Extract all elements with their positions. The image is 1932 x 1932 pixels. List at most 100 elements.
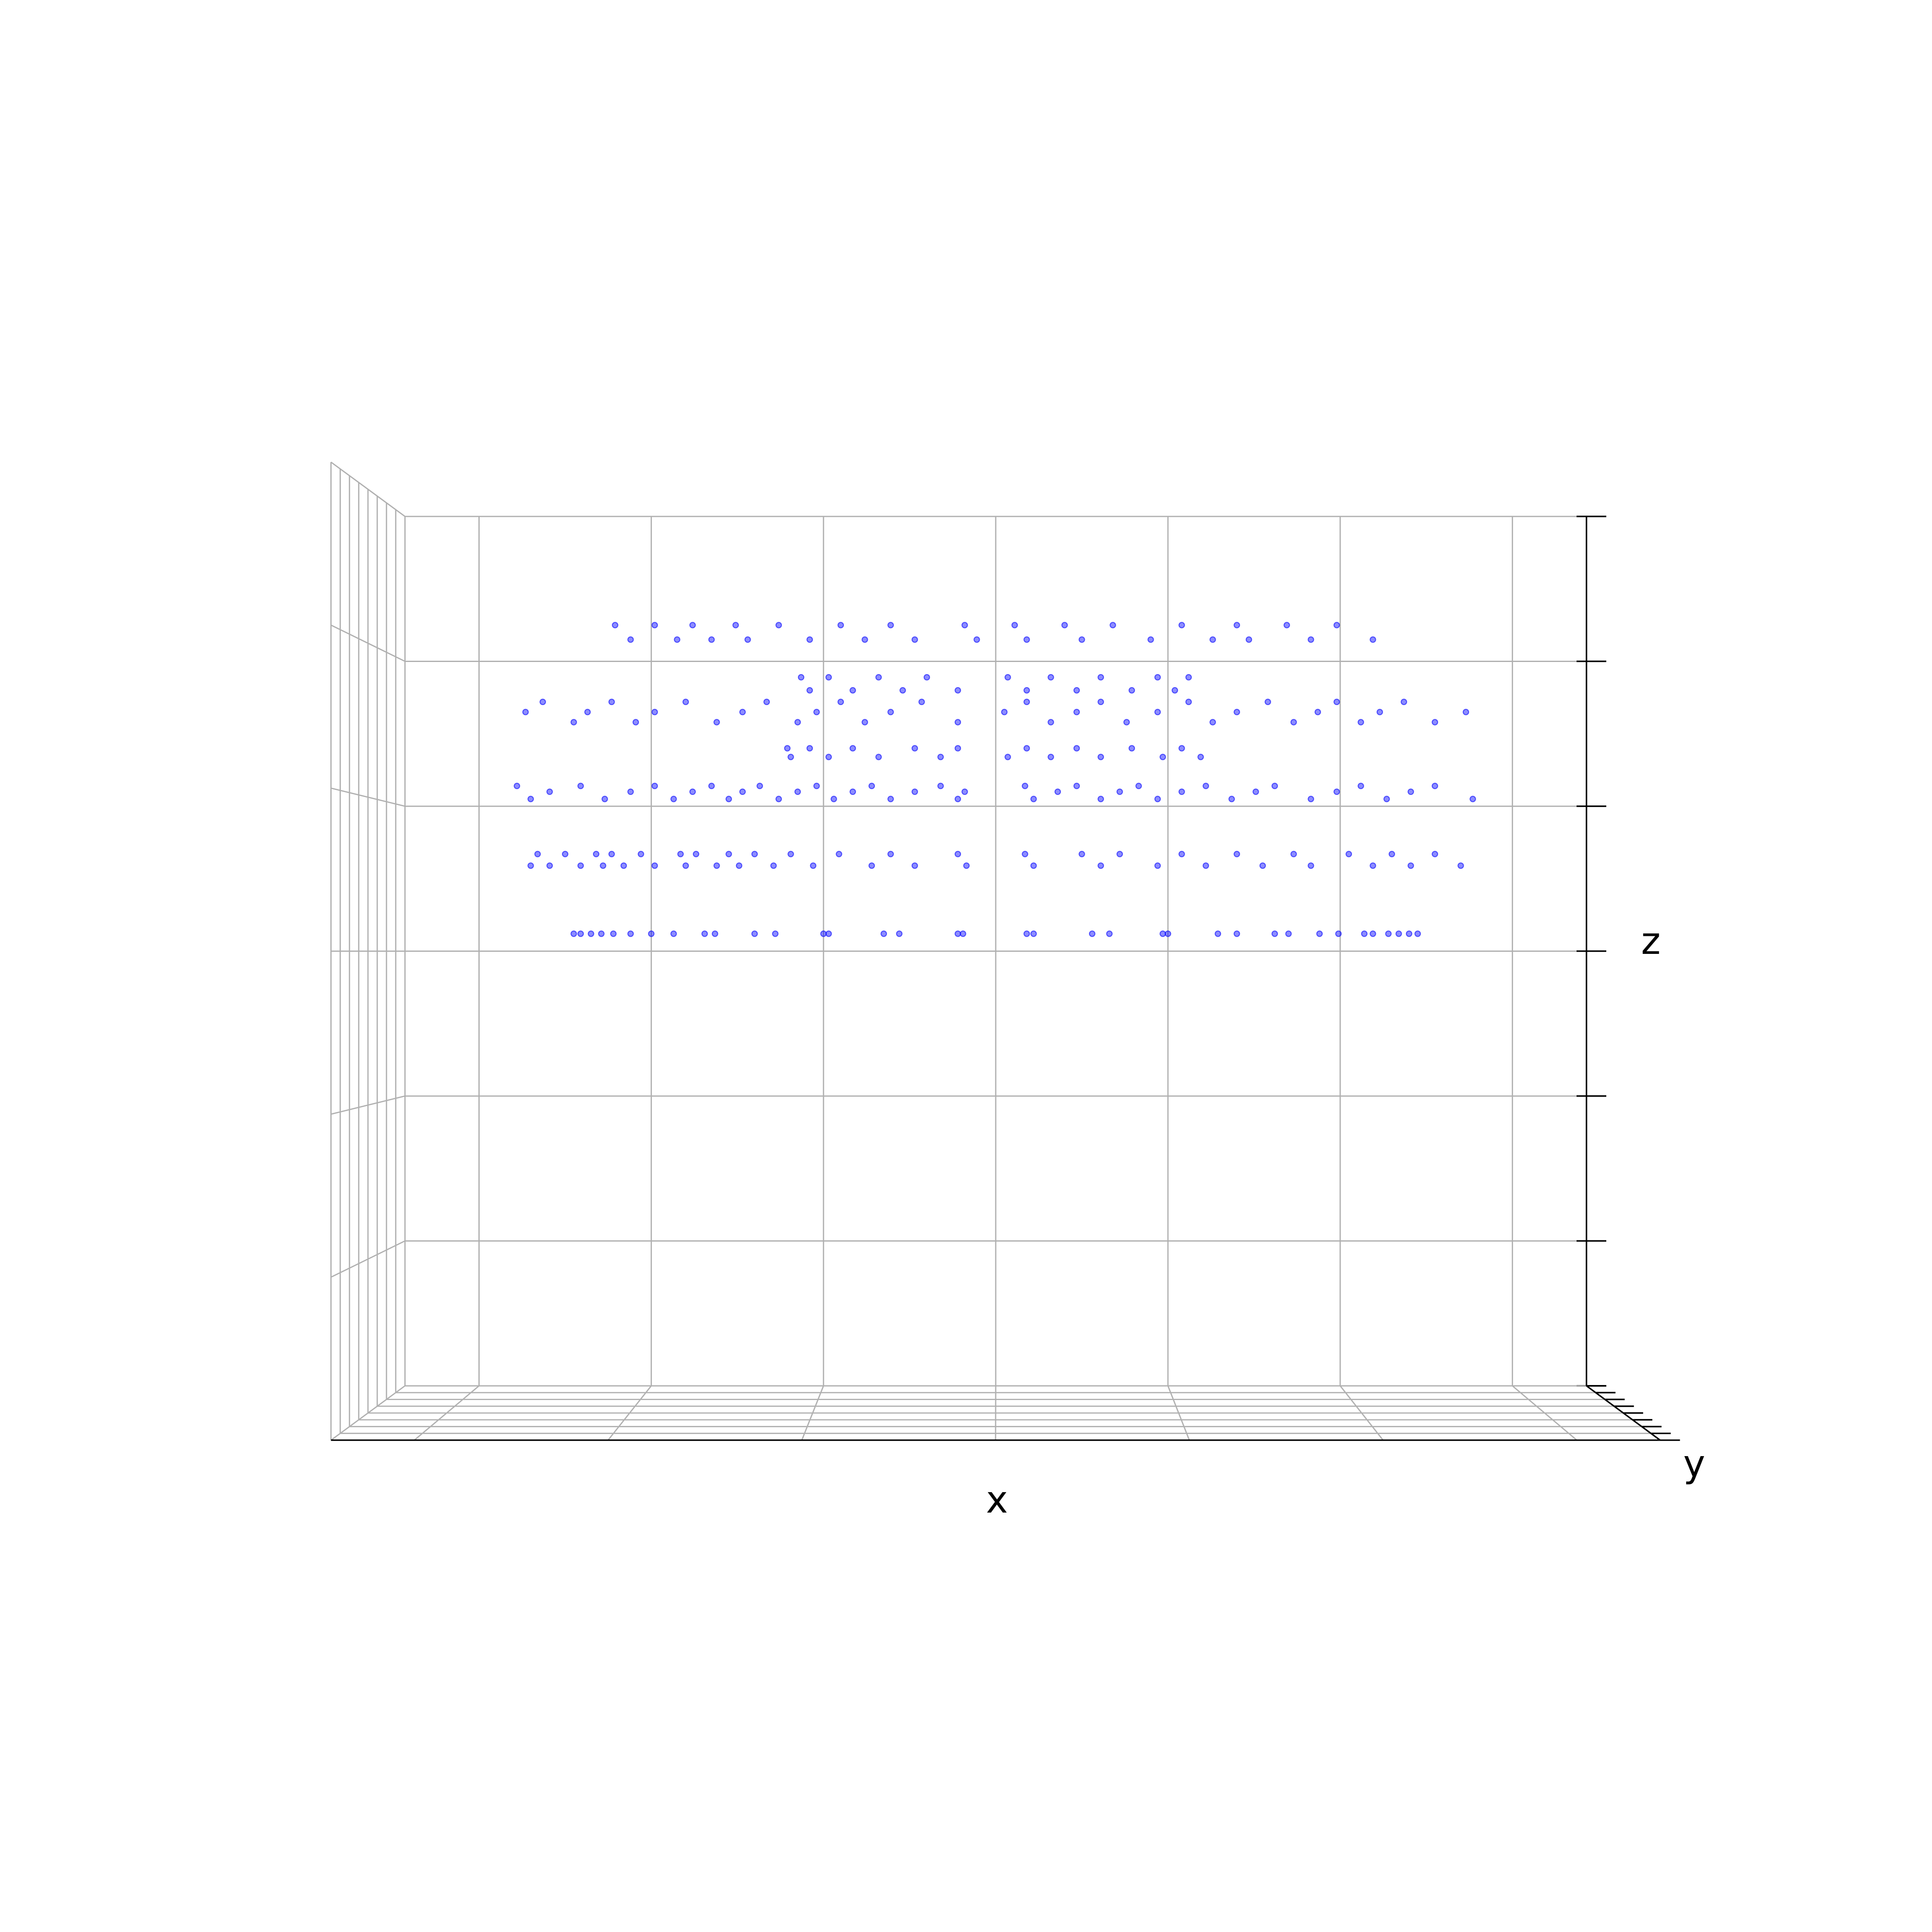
- point: [577, 862, 584, 869]
- point: [806, 636, 813, 643]
- point: [861, 719, 868, 726]
- point: [1202, 862, 1209, 869]
- point: [772, 930, 779, 937]
- point: [837, 698, 844, 705]
- point: [954, 687, 961, 694]
- point: [1022, 851, 1028, 858]
- point: [896, 930, 903, 937]
- point: [1128, 745, 1135, 752]
- point: [1233, 851, 1240, 858]
- point: [682, 698, 689, 705]
- point: [770, 862, 777, 869]
- point: [1054, 788, 1061, 795]
- point: [937, 754, 944, 760]
- point: [1406, 930, 1413, 937]
- point: [1078, 851, 1085, 858]
- point: [813, 709, 820, 716]
- point: [1030, 795, 1037, 802]
- point: [1431, 719, 1439, 726]
- point: [1023, 687, 1030, 694]
- point: [1001, 709, 1008, 716]
- point: [961, 788, 968, 795]
- point: [1178, 745, 1185, 752]
- point: [1457, 862, 1464, 869]
- point: [1073, 709, 1080, 716]
- point: [1116, 851, 1123, 858]
- point: [693, 851, 700, 858]
- point: [1154, 674, 1161, 681]
- point: [918, 698, 925, 705]
- point: [632, 719, 639, 726]
- point: [674, 636, 680, 643]
- point: [861, 636, 868, 643]
- point: [1178, 851, 1185, 858]
- point: [813, 782, 820, 790]
- point: [1345, 851, 1352, 858]
- point: [1308, 636, 1314, 643]
- point: [1228, 795, 1235, 802]
- point: [648, 930, 655, 937]
- point: [651, 709, 658, 716]
- point: [787, 754, 794, 760]
- point: [527, 862, 534, 869]
- point: [1197, 754, 1204, 760]
- point: [763, 698, 770, 705]
- point: [1089, 930, 1096, 937]
- point: [1233, 709, 1240, 716]
- point: [527, 795, 534, 802]
- point: [1333, 698, 1340, 705]
- point: [1011, 622, 1018, 629]
- point: [1333, 622, 1340, 629]
- point: [810, 862, 817, 869]
- point: [875, 754, 882, 760]
- point: [1414, 930, 1421, 937]
- point: [961, 622, 968, 629]
- point: [1116, 788, 1123, 795]
- point: [1178, 622, 1185, 629]
- point: [837, 622, 844, 629]
- point: [651, 782, 658, 790]
- point: [1185, 698, 1192, 705]
- point: [775, 795, 782, 802]
- x-axis-label: x: [986, 1478, 1008, 1521]
- point: [627, 636, 634, 643]
- point: [712, 930, 718, 937]
- point: [546, 788, 553, 795]
- point: [1030, 862, 1037, 869]
- point: [756, 782, 763, 790]
- point: [670, 795, 677, 802]
- point: [713, 719, 720, 726]
- point: [608, 698, 615, 705]
- point: [522, 709, 529, 716]
- point: [1154, 795, 1161, 802]
- point: [794, 788, 801, 795]
- point: [1171, 687, 1178, 694]
- point: [751, 851, 758, 858]
- point: [911, 788, 918, 795]
- point: [1159, 930, 1166, 937]
- point: [608, 851, 615, 858]
- point: [1395, 930, 1402, 937]
- point: [689, 788, 696, 795]
- point: [600, 862, 606, 869]
- point: [570, 930, 577, 937]
- point: [577, 930, 584, 937]
- point: [1233, 930, 1240, 937]
- point: [911, 745, 918, 752]
- point: [601, 795, 608, 802]
- point: [784, 745, 791, 752]
- point: [775, 622, 782, 629]
- point: [849, 687, 856, 694]
- point: [726, 795, 732, 802]
- point: [539, 698, 546, 705]
- point: [739, 788, 746, 795]
- point: [689, 622, 696, 629]
- point: [899, 687, 906, 694]
- point: [627, 788, 634, 795]
- point: [1023, 698, 1030, 705]
- point: [887, 709, 894, 716]
- point: [887, 795, 894, 802]
- point: [726, 851, 732, 858]
- point: [887, 851, 894, 858]
- point: [1135, 782, 1142, 790]
